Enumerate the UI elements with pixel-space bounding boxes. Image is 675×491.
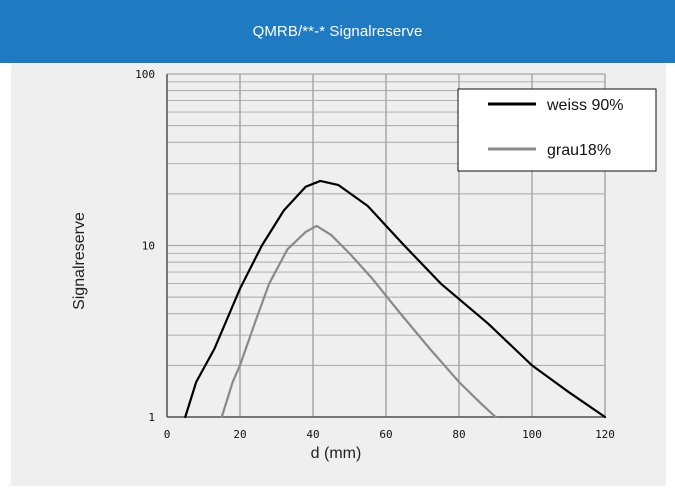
legend-label-weiss: weiss 90% bbox=[546, 97, 623, 114]
x-tick-label-4: 80 bbox=[452, 428, 465, 441]
series-line-1 bbox=[220, 224, 497, 419]
y-tick-label-2: 100 bbox=[135, 68, 155, 81]
x-tick-label-6: 120 bbox=[595, 428, 615, 441]
y-tick-label-1: 10 bbox=[142, 240, 155, 253]
x-tick-label-5: 100 bbox=[522, 428, 542, 441]
x-tick-label-0: 0 bbox=[164, 428, 171, 441]
y-axis-title: Signalreserve bbox=[71, 212, 88, 310]
x-axis-title: d (mm) bbox=[311, 445, 362, 462]
y-tick-label-0: 1 bbox=[148, 411, 155, 424]
x-tick-label-1: 20 bbox=[233, 428, 246, 441]
legend-label-grau: grau18% bbox=[547, 142, 611, 159]
chart-title: QMRB/**-* Signalreserve bbox=[252, 23, 423, 40]
chart-header: QMRB/**-* Signalreserve bbox=[0, 0, 675, 63]
series-line-0 bbox=[184, 179, 607, 419]
legend: weiss 90% grau18% bbox=[457, 88, 657, 172]
x-tick-label-2: 40 bbox=[306, 428, 319, 441]
series-layer bbox=[184, 179, 607, 419]
x-tick-label-3: 60 bbox=[379, 428, 392, 441]
